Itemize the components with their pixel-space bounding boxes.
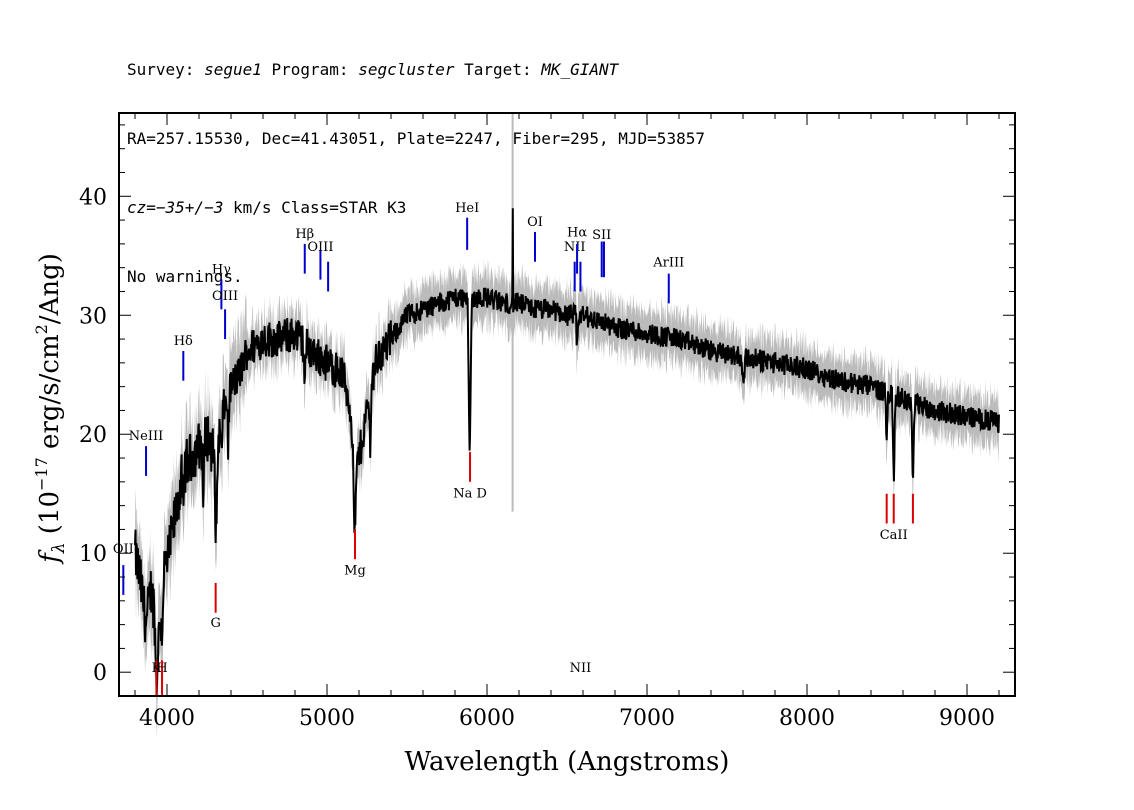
absorption-line-label: Mg xyxy=(344,564,366,579)
emission-line-label: NII xyxy=(564,240,586,255)
absorption-line-label: Na D xyxy=(453,486,487,501)
emission-line-label: Hγ xyxy=(212,263,231,278)
y-tick-label: 0 xyxy=(93,661,107,686)
y-axis-exponent2: 2 xyxy=(32,324,51,334)
y-axis-part1: (10 xyxy=(35,491,65,543)
x-tick-label: 6000 xyxy=(459,706,515,731)
emission-line-label: Hδ xyxy=(174,334,193,349)
emission-line-label: OI xyxy=(527,215,543,230)
plot-frame xyxy=(118,112,1016,697)
header-line-coordinates: RA=257.15530, Dec=41.43051, Plate=2247, … xyxy=(127,129,705,148)
y-axis-part3: /Ang) xyxy=(35,253,65,324)
x-tick-label: 4000 xyxy=(139,706,195,731)
absorption-line-label: K xyxy=(152,661,162,676)
emission-line-label: HeI xyxy=(455,201,479,216)
target-value: MK_GIANT xyxy=(541,60,619,79)
x-axis-title: Wavelength (Angstroms) xyxy=(405,747,730,777)
absorption-line-label: CaII xyxy=(880,528,908,543)
y-axis-lambda: λ xyxy=(49,542,69,554)
emission-line-label: OIII xyxy=(307,240,333,255)
header-line-redshift: cz=−35+/−3 km/s Class=STAR K3 xyxy=(127,196,705,219)
emission-line-label: ArIII xyxy=(652,255,684,270)
program-label: Program: xyxy=(261,60,359,79)
header-line-survey: Survey: segue1 Program: segcluster Targe… xyxy=(127,58,705,81)
emission-line-label: SII xyxy=(592,228,611,243)
y-tick-label: 40 xyxy=(79,185,107,210)
absorption-line-label: G xyxy=(210,616,220,631)
noise-envelope xyxy=(135,191,999,738)
y-axis-exponent: −17 xyxy=(32,457,51,491)
noise-band xyxy=(135,113,999,738)
line-markers: OIINeIIIHδHγOIIIHβOIIIHeIOINIIHαNIISIIAr… xyxy=(113,201,914,696)
emission-line-label: Hβ xyxy=(295,227,314,242)
emission-line-label: NeIII xyxy=(129,429,163,444)
spectrum-line xyxy=(134,208,1000,696)
emission-line-label: NII xyxy=(570,661,592,676)
emission-line-label: OII xyxy=(113,542,134,557)
emission-line-label: OIII xyxy=(212,289,238,304)
y-axis-part2: erg/s/cm xyxy=(35,334,65,457)
survey-value: segue1 xyxy=(204,60,262,79)
spectrum-series xyxy=(134,208,1000,696)
y-tick-label: 30 xyxy=(79,304,107,329)
y-tick-label: 20 xyxy=(79,423,107,448)
emission-line-label: Hα xyxy=(567,226,587,241)
axis-ticks: 4000 5000 6000 7000 8000 9000 0 10 20 30 40 xyxy=(79,113,1015,731)
absorption-line-label: H xyxy=(156,661,167,676)
x-tick-label: 5000 xyxy=(299,706,355,731)
class-text: km/s Class=STAR K3 xyxy=(223,198,407,217)
spectrum-header: Survey: segue1 Program: segcluster Targe… xyxy=(127,12,705,311)
y-axis-title: fλ (10−17 erg/s/cm2/Ang) xyxy=(32,253,69,565)
x-tick-label: 7000 xyxy=(619,706,675,731)
x-tick-label: 8000 xyxy=(779,706,835,731)
x-tick-label: 9000 xyxy=(939,706,995,731)
cz-label: cz xyxy=(127,198,147,217)
target-label: Target: xyxy=(454,60,542,79)
program-value: segcluster xyxy=(358,60,455,79)
y-tick-label: 10 xyxy=(79,542,107,567)
survey-label: Survey: xyxy=(127,60,205,79)
cz-value: =−35+/−3 xyxy=(146,198,224,217)
